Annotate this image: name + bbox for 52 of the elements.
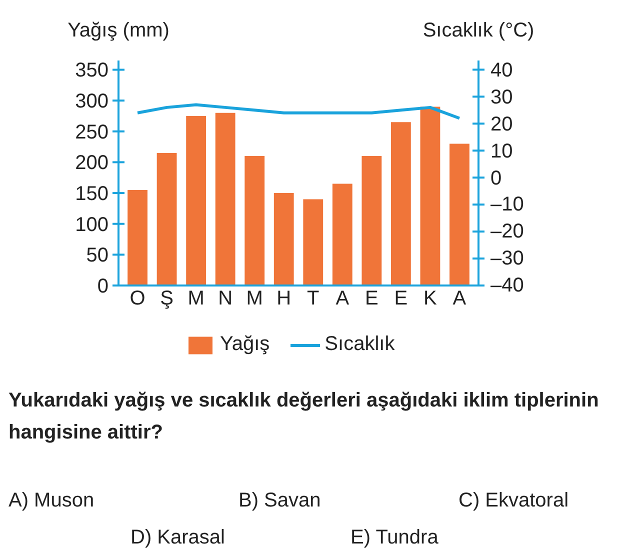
- y-axis-title: Yağış (mm): [68, 20, 170, 42]
- y2-tick-label: 20: [490, 114, 513, 136]
- y-tick-label: 50: [86, 244, 109, 267]
- x-tick-label: H: [276, 288, 292, 310]
- y2-tick-label: –30: [490, 248, 524, 270]
- y-tick-label: 0: [97, 276, 108, 298]
- y-tick-label: 200: [75, 152, 109, 174]
- y2-tick-label: 40: [490, 60, 513, 82]
- x-tick-label: O: [130, 288, 146, 310]
- y-tick-label: 100: [75, 214, 109, 236]
- y2-tick-label: 10: [490, 140, 513, 163]
- bar: [244, 156, 265, 286]
- bar: [156, 152, 177, 286]
- y2-axis-title: Sıcaklık (°C): [422, 20, 534, 42]
- text: D) Karasal: [130, 526, 225, 548]
- y2-tick-label: –20: [490, 220, 524, 243]
- x-tick-label: N: [218, 288, 233, 310]
- y-tick-label: 150: [75, 183, 109, 206]
- y2-tick-label: 30: [490, 86, 513, 109]
- bar: [128, 190, 148, 286]
- y2-tick-label: –40: [490, 274, 524, 296]
- bar: [215, 112, 236, 286]
- y-tick-label: 350: [75, 60, 109, 82]
- bar: [274, 193, 294, 286]
- y-tick-label: 250: [75, 121, 109, 144]
- x-tick-label: E: [365, 288, 378, 310]
- text: E) Tundra: [350, 526, 440, 548]
- legend-label: Yağış: [220, 333, 270, 356]
- legend-label: Sıcaklık: [324, 333, 395, 356]
- text: Yukarıdaki yağış ve sıcaklık değerleri aşağıdaki iklim tiplerinin hangisine aittir?: [8, 390, 599, 444]
- x-tick-label: T: [307, 288, 320, 310]
- bar: [332, 184, 352, 286]
- y2-tick-label: 0: [490, 168, 502, 190]
- x-tick-label: M: [188, 288, 204, 310]
- text: C) Ekvatoral: [458, 490, 569, 512]
- x-tick-label: A: [452, 288, 467, 310]
- bar: [186, 116, 206, 286]
- x-tick-label: M: [246, 288, 263, 310]
- y-tick-label: 300: [75, 90, 109, 113]
- y2-tick-label: –10: [490, 194, 524, 216]
- bar: [303, 199, 324, 286]
- x-tick-label: E: [394, 288, 408, 310]
- x-tick-label: K: [424, 288, 438, 310]
- bar: [420, 106, 440, 286]
- bar: [362, 156, 382, 286]
- text: A) Muson: [8, 490, 94, 512]
- text: B) Savan: [238, 490, 321, 512]
- bar: [450, 144, 470, 286]
- x-tick-label: Ş: [160, 288, 174, 310]
- x-tick-label: A: [336, 288, 350, 310]
- bar: [390, 122, 411, 286]
- line-series: [136, 103, 461, 120]
